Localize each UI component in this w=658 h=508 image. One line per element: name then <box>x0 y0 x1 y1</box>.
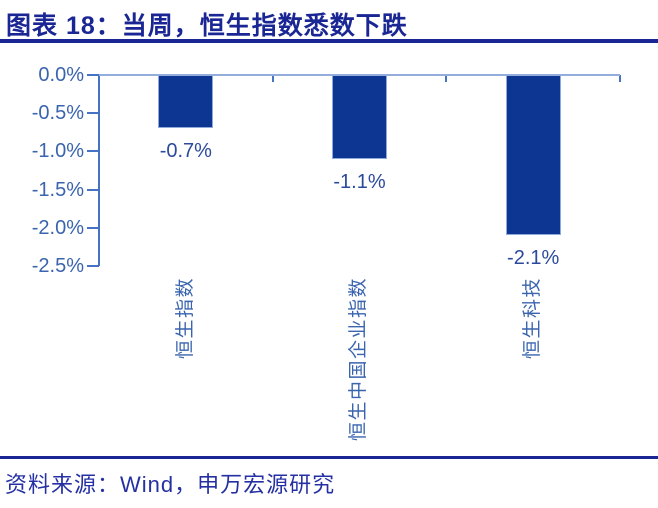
y-tick-label: -1.5% <box>31 178 84 201</box>
bar-data-label: -2.1% <box>507 247 560 270</box>
bar-chart-plot-area: -0.7% -1.1% -2.1% <box>98 74 620 270</box>
x-tick-mark <box>445 75 448 82</box>
y-tick-mark <box>87 112 99 115</box>
zero-baseline <box>99 74 620 76</box>
y-tick-label: -2.0% <box>31 216 84 239</box>
bar-data-label: -1.1% <box>333 171 386 194</box>
title-underline <box>0 39 658 43</box>
bar-data-label: -0.7% <box>159 140 212 163</box>
x-tick-mark <box>271 75 274 82</box>
category-label: 恒生中国企业指数 <box>348 277 370 442</box>
y-tick-mark <box>87 150 99 153</box>
source-note: 资料来源：Wind，申万宏源研究 <box>5 472 336 497</box>
y-tick-mark <box>87 226 99 229</box>
x-tick-mark <box>619 75 621 82</box>
chart-title: 图表 18：当周，恒生指数悉数下跌 <box>6 12 408 40</box>
bar-group: -0.7% <box>99 75 620 266</box>
category-label: 恒生指数 <box>174 277 196 360</box>
bar-hang-seng-tech <box>505 75 561 236</box>
footer-divider <box>0 456 658 459</box>
bar-hang-seng-china-enterprises-index <box>332 75 387 160</box>
bar-group: -2.1% <box>99 75 620 270</box>
y-tick-label: -1.0% <box>31 140 84 163</box>
category-label: 恒生科技 <box>522 277 544 360</box>
y-tick-label: -2.5% <box>31 255 84 277</box>
y-axis-line <box>98 75 100 266</box>
bar-hang-seng-index <box>158 75 214 129</box>
y-tick-mark <box>87 265 99 267</box>
y-tick-label: -0.5% <box>31 102 84 125</box>
y-tick-mark <box>87 188 99 191</box>
y-tick-mark <box>87 74 99 76</box>
y-tick-label: 0.0% <box>38 64 84 86</box>
